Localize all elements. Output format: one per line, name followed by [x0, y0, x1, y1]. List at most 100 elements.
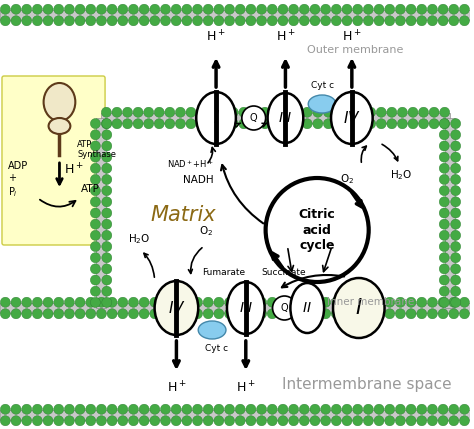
Circle shape [385, 4, 395, 14]
Circle shape [385, 404, 395, 414]
Circle shape [451, 175, 461, 184]
Circle shape [320, 4, 331, 14]
Circle shape [11, 4, 21, 14]
Circle shape [101, 107, 111, 117]
Circle shape [107, 16, 117, 26]
Circle shape [320, 16, 331, 26]
Circle shape [102, 264, 112, 274]
Circle shape [91, 208, 100, 218]
Circle shape [439, 118, 449, 129]
Circle shape [128, 404, 138, 414]
Circle shape [139, 4, 149, 14]
Circle shape [364, 416, 374, 426]
Circle shape [439, 275, 449, 285]
Circle shape [86, 4, 96, 14]
Circle shape [395, 309, 405, 319]
Circle shape [182, 309, 192, 319]
Circle shape [102, 152, 112, 162]
Circle shape [133, 107, 143, 117]
Circle shape [417, 4, 427, 14]
Bar [445, 118, 455, 308]
Circle shape [395, 297, 405, 307]
Circle shape [22, 309, 32, 319]
Ellipse shape [48, 118, 70, 134]
Circle shape [86, 297, 96, 307]
Circle shape [278, 416, 288, 426]
Circle shape [364, 309, 374, 319]
Circle shape [182, 416, 192, 426]
Circle shape [54, 309, 64, 319]
Circle shape [11, 309, 21, 319]
Circle shape [451, 253, 461, 263]
Circle shape [331, 4, 341, 14]
Circle shape [161, 16, 171, 26]
Circle shape [267, 297, 277, 307]
Circle shape [331, 297, 341, 307]
Circle shape [451, 219, 461, 229]
Circle shape [451, 152, 461, 162]
Circle shape [439, 253, 449, 263]
Circle shape [395, 404, 405, 414]
Circle shape [310, 4, 320, 14]
Circle shape [128, 416, 138, 426]
Circle shape [91, 130, 100, 140]
Circle shape [429, 107, 439, 117]
Circle shape [107, 297, 117, 307]
Circle shape [439, 297, 449, 308]
Circle shape [449, 309, 459, 319]
Circle shape [214, 16, 224, 26]
Circle shape [353, 404, 363, 414]
FancyArrowPatch shape [221, 165, 264, 224]
Circle shape [239, 107, 249, 117]
Circle shape [395, 416, 405, 426]
Ellipse shape [44, 83, 75, 121]
Circle shape [91, 297, 100, 308]
Ellipse shape [198, 321, 226, 339]
Circle shape [122, 119, 133, 129]
Circle shape [91, 264, 100, 274]
Circle shape [451, 242, 461, 251]
Circle shape [144, 107, 154, 117]
Circle shape [387, 107, 397, 117]
Circle shape [278, 404, 288, 414]
Circle shape [395, 16, 405, 26]
Bar [0, 410, 470, 420]
Circle shape [439, 141, 449, 151]
Text: H$^+$: H$^+$ [236, 380, 255, 395]
Circle shape [406, 309, 416, 319]
Circle shape [292, 107, 301, 117]
Circle shape [139, 297, 149, 307]
Circle shape [118, 297, 128, 307]
Circle shape [320, 416, 331, 426]
Text: ATP
Synthase: ATP Synthase [77, 140, 116, 160]
Circle shape [0, 4, 10, 14]
Circle shape [419, 119, 428, 129]
Circle shape [406, 4, 416, 14]
Circle shape [289, 404, 299, 414]
Circle shape [278, 16, 288, 26]
Circle shape [260, 119, 270, 129]
Circle shape [192, 404, 202, 414]
Circle shape [102, 197, 112, 207]
Circle shape [102, 230, 112, 240]
Circle shape [397, 107, 407, 117]
Circle shape [449, 297, 459, 307]
Circle shape [364, 4, 374, 14]
Circle shape [342, 416, 352, 426]
Ellipse shape [155, 281, 198, 335]
Circle shape [32, 404, 42, 414]
Circle shape [91, 197, 100, 207]
Circle shape [11, 16, 21, 26]
Circle shape [246, 416, 256, 426]
Circle shape [171, 16, 181, 26]
Circle shape [428, 404, 438, 414]
Circle shape [102, 286, 112, 296]
Circle shape [355, 107, 365, 117]
Circle shape [96, 16, 107, 26]
Circle shape [320, 297, 331, 307]
Circle shape [451, 208, 461, 218]
Circle shape [161, 4, 171, 14]
Circle shape [459, 4, 469, 14]
Circle shape [203, 4, 213, 14]
Circle shape [203, 404, 213, 414]
